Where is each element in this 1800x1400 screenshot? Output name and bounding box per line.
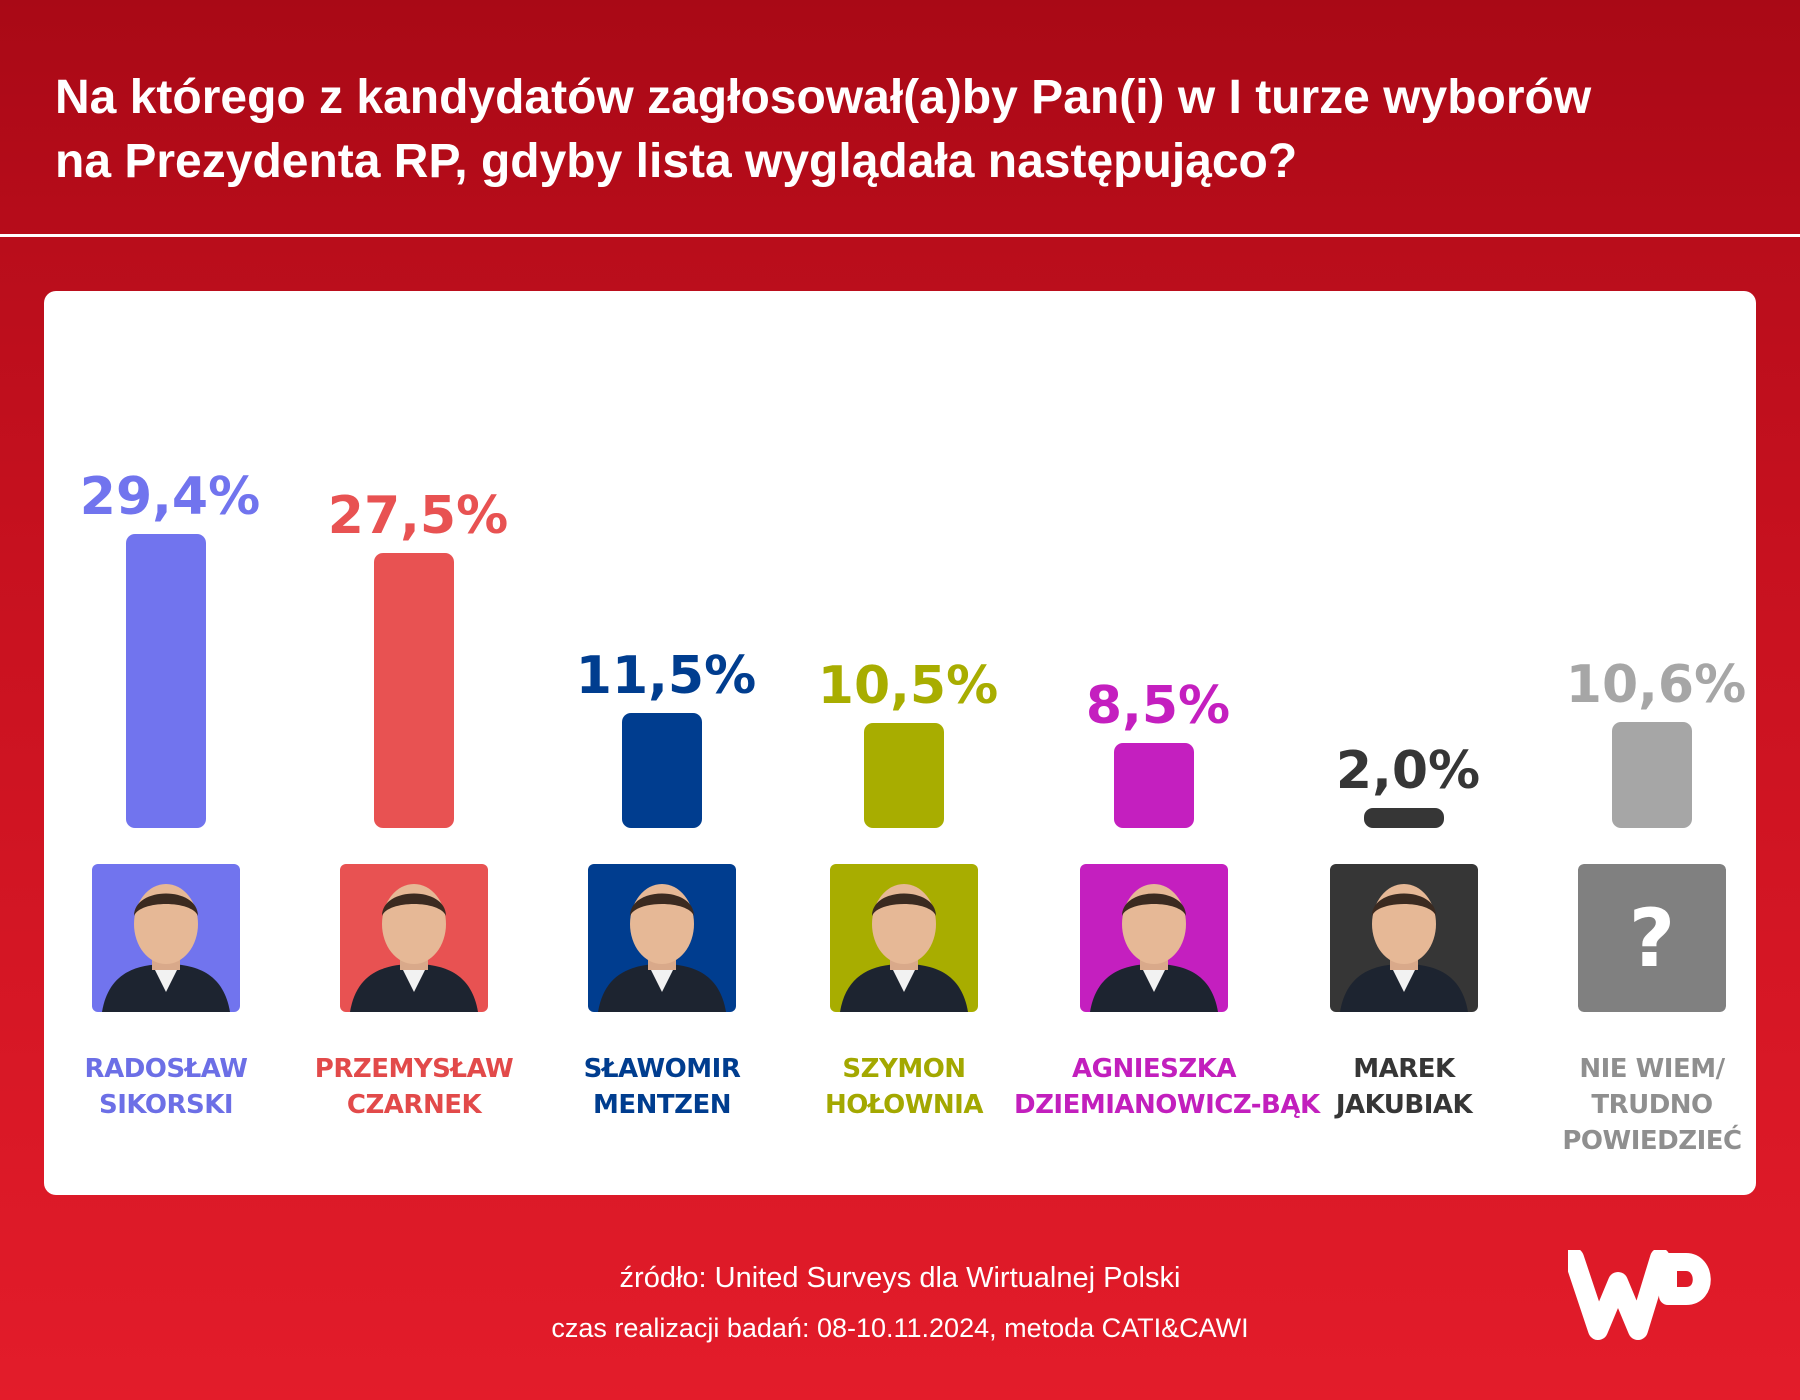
candidate-name-7: NIE WIEM/TRUDNO POWIEDZIEĆ xyxy=(1512,1051,1792,1159)
chart-title: Na którego z kandydatów zagłosował(a)by … xyxy=(55,66,1755,194)
candidate-name-line: JAKUBIAK xyxy=(1335,1090,1473,1120)
bar-value-label-1: 29,4% xyxy=(80,467,260,527)
svg-text:?: ? xyxy=(1629,892,1675,985)
candidate-name-line: POWIEDZIEĆ xyxy=(1562,1126,1742,1156)
portrait-icon xyxy=(1330,864,1478,1012)
candidate-name-1: RADOSŁAW SIKORSKI xyxy=(26,1051,306,1123)
candidate-name-line: SZYMON xyxy=(842,1054,966,1084)
header-band: Na którego z kandydatów zagłosował(a)by … xyxy=(0,0,1800,237)
candidate-photo-5 xyxy=(1080,864,1228,1012)
bar-2 xyxy=(374,553,454,828)
bar-value-label-3: 11,5% xyxy=(576,646,756,706)
bar-value-label-6: 2,0% xyxy=(1336,741,1480,801)
bar-1 xyxy=(126,534,206,828)
portrait-icon xyxy=(92,864,240,1012)
header-divider xyxy=(0,234,1800,237)
candidate-photo-4 xyxy=(830,864,978,1012)
title-line-2: na Prezydenta RP, gdyby lista wyglądała … xyxy=(55,135,1298,188)
candidate-name-line: AGNIESZKA xyxy=(1071,1054,1237,1084)
candidate-name-line: RADOSŁAW xyxy=(84,1054,248,1084)
bar-value-label-4: 10,5% xyxy=(818,656,998,716)
candidate-name-line: TRUDNO xyxy=(1591,1090,1713,1120)
chart-panel: 29,4% 27,5% 11,5% 10,5% 8,5% 2,0% 10,6% ? RADO… xyxy=(44,291,1756,1195)
candidate-name-line: PRZEMYSŁAW xyxy=(314,1054,514,1084)
bar-6 xyxy=(1364,808,1444,828)
bar-value-label-5: 8,5% xyxy=(1086,676,1230,736)
candidate-name-line: DZIEMIANOWICZ-BĄK xyxy=(1014,1090,1320,1120)
bar-value-label-2: 27,5% xyxy=(328,486,508,546)
portrait-icon xyxy=(1080,864,1228,1012)
portrait-icon xyxy=(830,864,978,1012)
bar-chart: 29,4% 27,5% 11,5% 10,5% 8,5% 2,0% 10,6% xyxy=(80,467,1746,828)
candidate-name-line: MAREK xyxy=(1353,1054,1455,1084)
candidate-name-line: MENTZEN xyxy=(592,1090,732,1120)
candidate-name-3: SŁAWOMIR MENTZEN xyxy=(522,1051,802,1123)
candidate-name-line: SŁAWOMIR xyxy=(583,1054,741,1084)
bar-5 xyxy=(1114,743,1194,828)
source-text: źródło: United Surveys dla Wirtualnej Po… xyxy=(619,1262,1181,1294)
bar-4 xyxy=(864,723,944,828)
portrait-icon xyxy=(588,864,736,1012)
candidate-name-line: HOŁOWNIA xyxy=(825,1090,983,1120)
bar-3 xyxy=(622,713,702,828)
portrait-icon xyxy=(340,864,488,1012)
bar-7 xyxy=(1612,722,1692,828)
question-mark-tile: ? xyxy=(1578,864,1726,1012)
candidate-name-6: MAREK JAKUBIAK xyxy=(1264,1051,1544,1123)
candidate-name-2: PRZEMYSŁAW CZARNEK xyxy=(274,1051,554,1123)
title-line-1: Na którego z kandydatów zagłosował(a)by … xyxy=(55,71,1592,124)
candidate-photo-2 xyxy=(340,864,488,1012)
candidate-photo-6 xyxy=(1330,864,1478,1012)
candidate-name-line: NIE WIEM/ xyxy=(1579,1054,1725,1084)
candidate-photo-3 xyxy=(588,864,736,1012)
candidate-name-4: SZYMON HOŁOWNIA xyxy=(764,1051,1044,1123)
candidate-name-line: CZARNEK xyxy=(346,1090,482,1120)
candidate-name-5: AGNIESZKA DZIEMIANOWICZ-BĄK xyxy=(1014,1051,1320,1123)
question-mark-icon: ? xyxy=(1578,864,1726,1012)
candidate-photo-1 xyxy=(92,864,240,1012)
candidate-name-line: SIKORSKI xyxy=(98,1090,234,1120)
wp-logo xyxy=(1568,1250,1711,1340)
study-details-text: czas realizacji badań: 08-10.11.2024, me… xyxy=(551,1313,1249,1343)
bar-value-label-7: 10,6% xyxy=(1566,655,1746,715)
